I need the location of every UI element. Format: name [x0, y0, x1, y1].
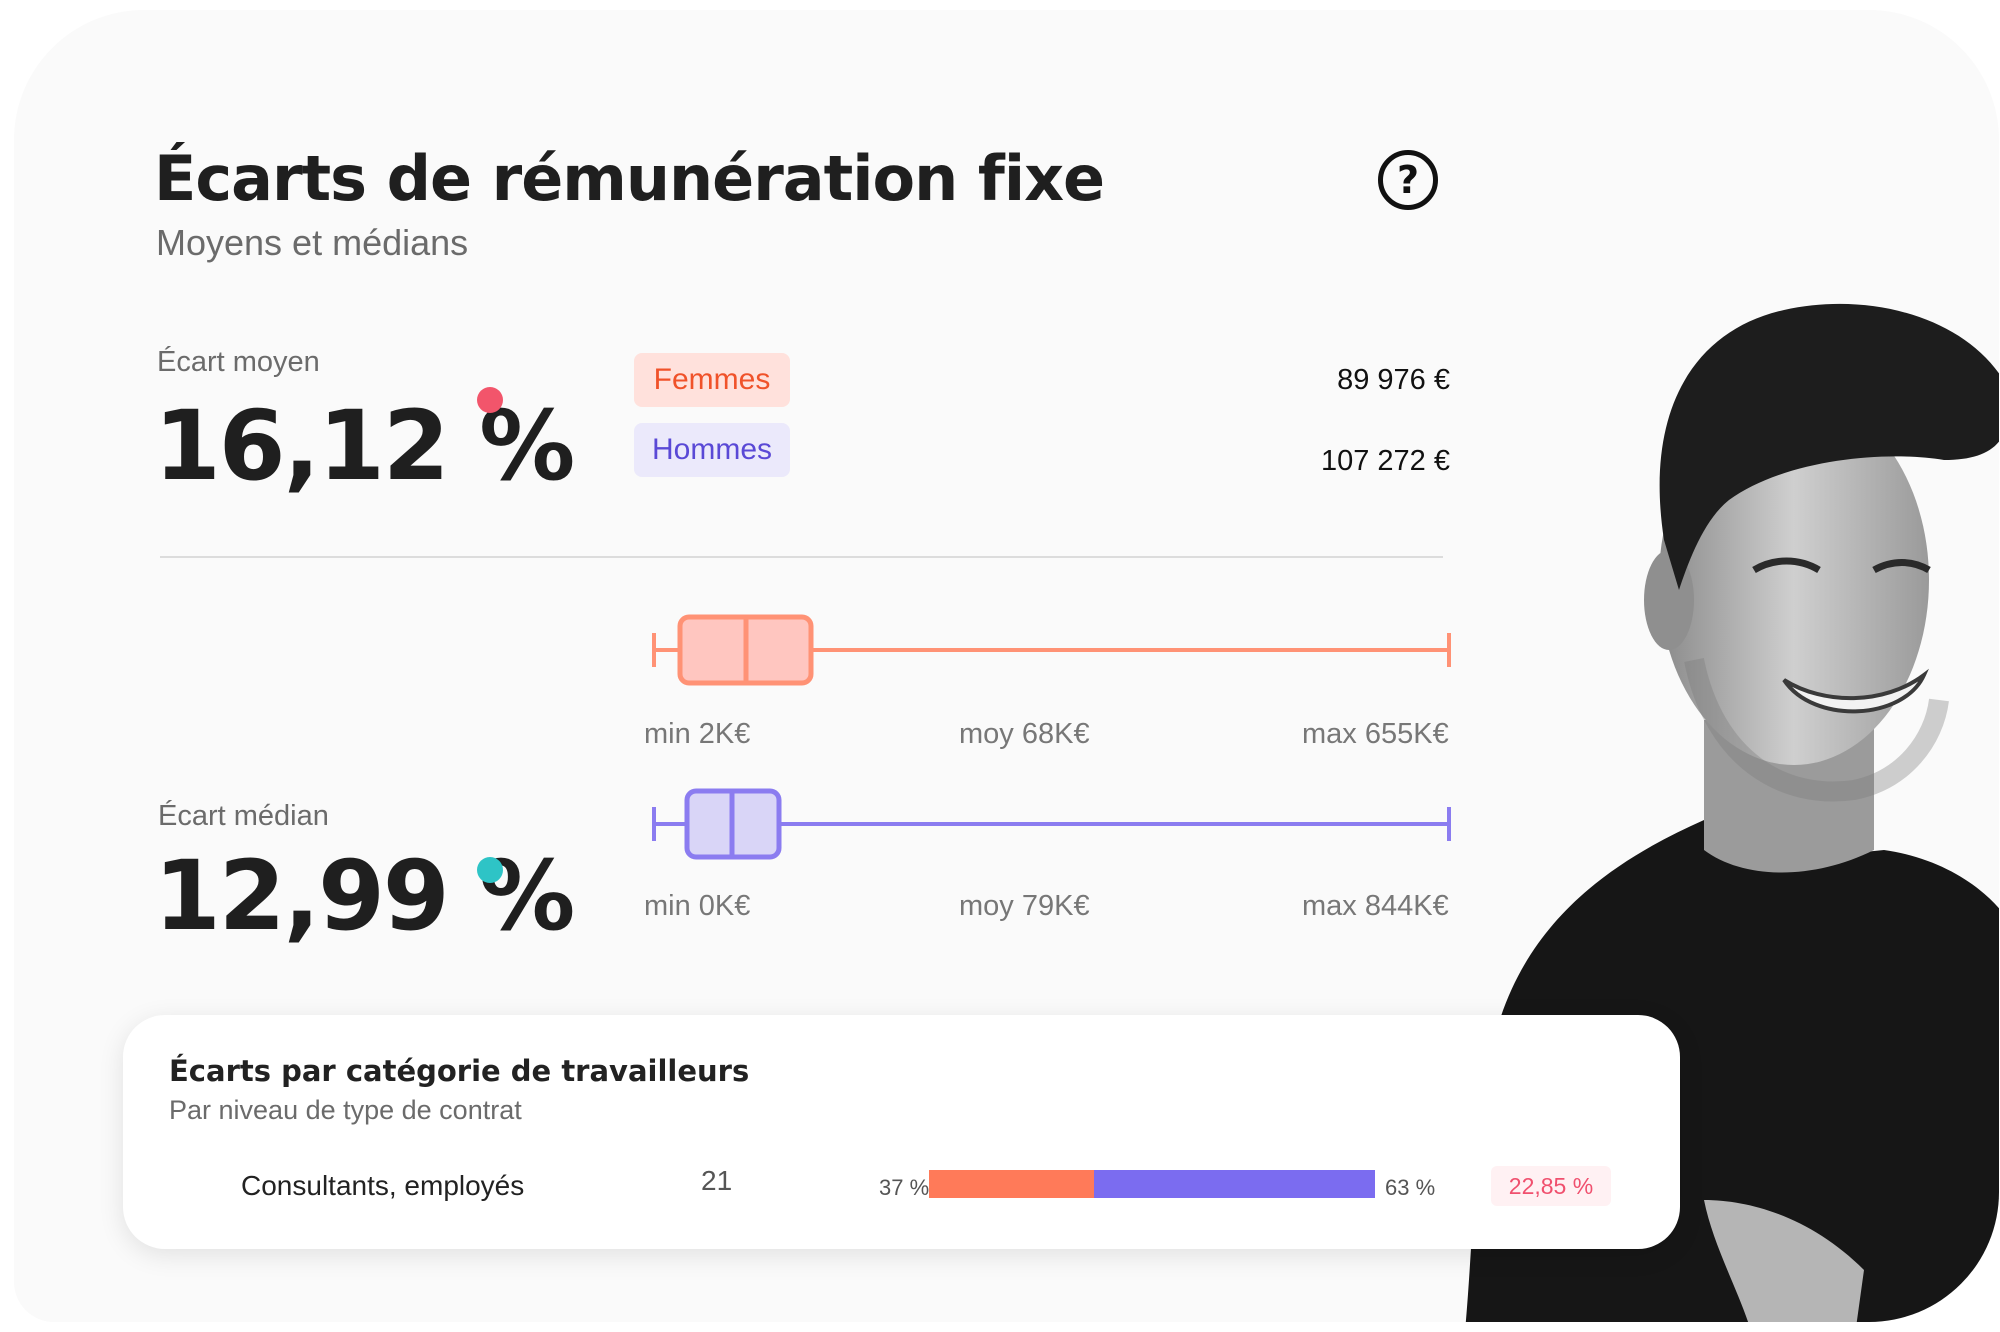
women-share-segment: [929, 1170, 1094, 1198]
page-title: Écarts de rémunération fixe: [154, 142, 1105, 215]
mean-gap-label: Écart moyen: [157, 346, 320, 378]
category-subtitle: Par niveau de type de contrat: [169, 1095, 522, 1125]
mean-gap-dot-icon: [477, 387, 503, 413]
women-min-label: min 2K€: [644, 718, 751, 750]
median-gap-value: 12,99 %: [154, 840, 575, 952]
men-max-label: max 844K€: [1302, 890, 1449, 922]
category-panel: Écarts par catégorie de travailleurs Par…: [123, 1015, 1680, 1249]
median-gap-dot-icon: [477, 857, 503, 883]
boxplot-femmes: [652, 614, 1451, 686]
boxplot-hommes: [652, 788, 1451, 860]
women-amount: 89 976 €: [1337, 364, 1450, 396]
men-mean-label: moy 79K€: [959, 890, 1090, 922]
legend-men-pill: Hommes: [634, 423, 790, 477]
page-subtitle: Moyens et médians: [156, 222, 469, 263]
legend-women-pill: Femmes: [634, 353, 790, 407]
women-share-label: 37 %: [879, 1175, 930, 1200]
men-min-label: min 0K€: [644, 890, 751, 922]
category-row-name: Consultants, employés: [241, 1170, 525, 1201]
category-title: Écarts par catégorie de travailleurs: [169, 1054, 750, 1088]
median-gap-label: Écart médian: [158, 800, 329, 832]
pay-gap-card: Écarts de rémunération fixe Moyens et mé…: [14, 10, 1999, 1322]
women-max-label: max 655K€: [1302, 718, 1449, 750]
question-circle-icon[interactable]: ?: [1378, 150, 1438, 210]
gap-badge: 22,85 %: [1491, 1166, 1611, 1206]
men-amount: 107 272 €: [1320, 445, 1450, 477]
men-share-label: 63 %: [1385, 1175, 1436, 1200]
mean-gap-value: 16,12 %: [154, 390, 575, 502]
section-divider: [160, 556, 1443, 558]
gender-share-bar: [929, 1170, 1375, 1198]
women-mean-label: moy 68K€: [959, 718, 1090, 750]
men-share-segment: [1094, 1170, 1375, 1198]
boxplot-chart: [652, 614, 1451, 860]
category-row-count: 21: [701, 1165, 733, 1196]
